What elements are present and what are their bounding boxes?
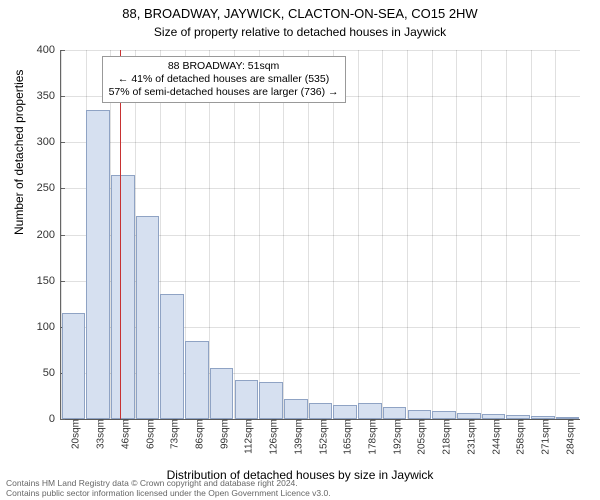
size-annotation: 88 BROADWAY: 51sqm← 41% of detached hous…	[102, 56, 346, 103]
reference-line	[120, 50, 121, 419]
histogram-bar	[432, 411, 455, 419]
x-tick: 284sqm	[559, 419, 576, 455]
y-tick: 100	[21, 321, 61, 333]
x-tick: 205sqm	[411, 419, 428, 455]
grid-line-v	[531, 50, 532, 419]
grid-line-v	[481, 50, 482, 419]
histogram-bar	[408, 410, 431, 419]
y-tick: 350	[21, 90, 61, 102]
y-tick: 300	[21, 136, 61, 148]
y-tick: 0	[21, 413, 61, 425]
footer-line-1: Contains HM Land Registry data © Crown c…	[6, 478, 331, 488]
grid-line-v	[283, 50, 284, 419]
chart-subtitle: Size of property relative to detached ho…	[0, 21, 600, 41]
x-tick: 112sqm	[238, 419, 255, 454]
x-tick: 165sqm	[337, 419, 354, 455]
histogram-bar	[160, 294, 183, 419]
grid-line-h	[61, 142, 580, 143]
grid-line-v	[209, 50, 210, 419]
x-tick: 20sqm	[65, 419, 82, 449]
plot-area: 05010015020025030035040020sqm33sqm46sqm6…	[60, 50, 580, 420]
x-tick: 126sqm	[263, 419, 280, 455]
histogram-bar	[259, 382, 282, 419]
x-tick: 178sqm	[361, 419, 378, 455]
grid-line-v	[333, 50, 334, 419]
histogram-bar	[284, 399, 307, 419]
x-tick: 258sqm	[510, 419, 527, 455]
grid-line-h	[61, 50, 580, 51]
histogram-bar	[185, 341, 208, 419]
histogram-bar	[136, 216, 159, 419]
grid-line-v	[234, 50, 235, 419]
annotation-line: ← 41% of detached houses are smaller (53…	[109, 73, 339, 86]
x-tick: 271sqm	[534, 419, 551, 455]
grid-line-v	[358, 50, 359, 419]
x-tick: 60sqm	[139, 419, 156, 449]
histogram-bar	[210, 368, 233, 419]
x-tick: 33sqm	[90, 419, 107, 449]
annotation-line: 88 BROADWAY: 51sqm	[109, 60, 339, 73]
grid-line-v	[259, 50, 260, 419]
y-tick: 250	[21, 182, 61, 194]
histogram-bar	[358, 403, 381, 419]
chart: 05010015020025030035040020sqm33sqm46sqm6…	[60, 50, 580, 420]
grid-line-v	[555, 50, 556, 419]
histogram-bar	[111, 175, 134, 419]
y-tick: 150	[21, 275, 61, 287]
x-tick: 99sqm	[213, 419, 230, 449]
histogram-bar	[383, 407, 406, 419]
x-tick: 192sqm	[386, 419, 403, 455]
y-tick: 50	[21, 367, 61, 379]
grid-line-v	[456, 50, 457, 419]
x-tick: 139sqm	[287, 419, 304, 455]
footer-attribution: Contains HM Land Registry data © Crown c…	[6, 478, 331, 498]
y-tick: 200	[21, 229, 61, 241]
histogram-bar	[333, 405, 356, 419]
grid-line-v	[308, 50, 309, 419]
x-tick: 218sqm	[436, 419, 453, 455]
x-tick: 46sqm	[114, 419, 131, 449]
grid-line-h	[61, 188, 580, 189]
x-tick: 86sqm	[188, 419, 205, 449]
histogram-bar	[235, 380, 258, 419]
x-tick: 73sqm	[164, 419, 181, 449]
page-title: 88, BROADWAY, JAYWICK, CLACTON-ON-SEA, C…	[0, 0, 600, 21]
grid-line-v	[432, 50, 433, 419]
grid-line-v	[407, 50, 408, 419]
histogram-bar	[309, 403, 332, 419]
footer-line-2: Contains public sector information licen…	[6, 488, 331, 498]
grid-line-v	[506, 50, 507, 419]
x-tick: 152sqm	[312, 419, 329, 455]
annotation-line: 57% of semi-detached houses are larger (…	[109, 86, 339, 99]
y-tick: 400	[21, 44, 61, 56]
x-tick: 244sqm	[485, 419, 502, 455]
x-tick: 231sqm	[460, 419, 477, 455]
grid-line-v	[382, 50, 383, 419]
histogram-bar	[62, 313, 85, 419]
y-axis-label: Number of detached properties	[12, 70, 26, 235]
histogram-bar	[86, 110, 109, 419]
